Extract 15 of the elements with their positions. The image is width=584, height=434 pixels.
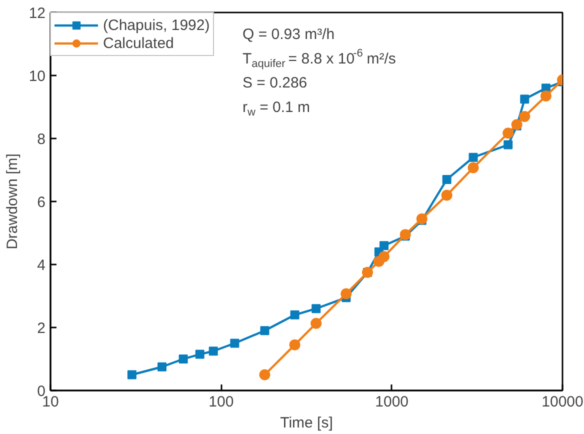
x-tick-label: 1000 [375, 394, 409, 410]
legend-label: Calculated [103, 34, 174, 52]
x-tick-label: 100 [208, 394, 234, 410]
y-tick-label: 6 [37, 194, 46, 211]
y-tick-label: 10 [28, 68, 46, 85]
x-axis-title: Time [s] [280, 414, 333, 432]
y-tick-label: 12 [28, 5, 46, 22]
legend-label: (Chapuis, 1992) [103, 16, 210, 34]
annotation: Q = 0.93 m³/h [242, 26, 335, 44]
x-tick-label: 10000 [542, 394, 584, 410]
y-tick-label: 8 [37, 131, 46, 148]
y-tick-label: 4 [37, 257, 46, 274]
y-axis-title: Drawdown [m] [4, 154, 21, 250]
y-tick-label: 2 [37, 320, 46, 337]
annotation: S = 0.286 [242, 74, 308, 92]
